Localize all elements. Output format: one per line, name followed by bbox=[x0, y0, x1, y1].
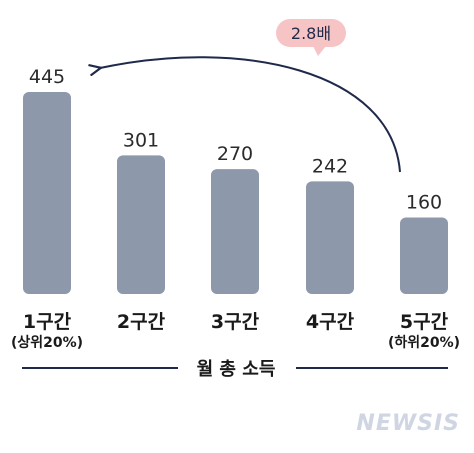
ratio-badge-bg bbox=[276, 19, 346, 47]
bar-5 bbox=[400, 217, 448, 294]
category-label-3: 3구간 bbox=[211, 311, 260, 333]
category-sublabel-5: (하위20%) bbox=[388, 334, 460, 351]
category-label-2: 2구간 bbox=[117, 311, 166, 333]
watermark-logo: NEWSIS bbox=[356, 411, 460, 436]
bar-1 bbox=[23, 92, 71, 294]
value-label-5: 160 bbox=[406, 192, 442, 214]
value-label-2: 301 bbox=[123, 129, 159, 151]
x-axis-title: 월 총 소득 bbox=[197, 359, 276, 380]
ratio-arrow bbox=[100, 56, 401, 173]
ratio-annotation: 2.8배 bbox=[100, 19, 401, 173]
ratio-badge: 2.8배 bbox=[276, 19, 346, 56]
value-label-4: 242 bbox=[312, 155, 348, 177]
value-labels: 445 301 270 242 160 bbox=[29, 66, 442, 214]
bar-3 bbox=[211, 169, 259, 294]
bars bbox=[23, 92, 448, 294]
ratio-badge-tail bbox=[313, 46, 326, 56]
ratio-badge-text: 2.8배 bbox=[291, 24, 331, 43]
category-sublabel-1: (상위20%) bbox=[11, 335, 83, 351]
category-labels: 1구간 (상위20%) 2구간 3구간 4구간 5구간(하위20%) bbox=[11, 311, 460, 351]
category-label-1: 1구간 bbox=[23, 311, 72, 333]
value-label-3: 270 bbox=[217, 143, 253, 165]
bar-2 bbox=[117, 155, 165, 294]
value-label-1: 445 bbox=[29, 66, 65, 88]
bar-4 bbox=[306, 181, 354, 294]
category-label-5: 5구간 bbox=[400, 311, 449, 333]
x-axis: 월 총 소득 bbox=[22, 359, 448, 380]
category-label-4: 4구간 bbox=[306, 311, 355, 333]
